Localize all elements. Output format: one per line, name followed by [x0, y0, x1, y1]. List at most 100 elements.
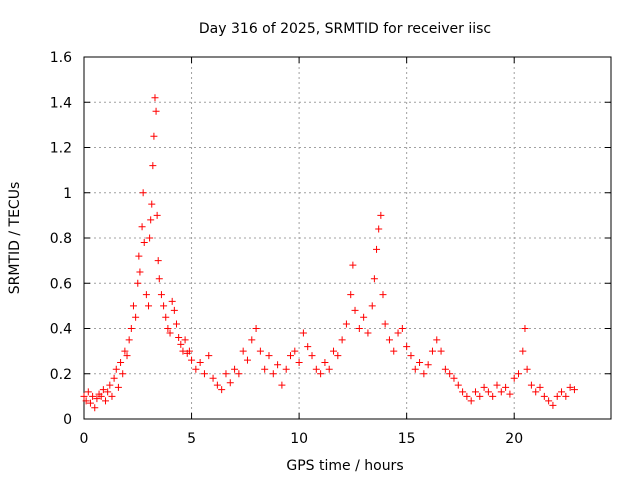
data-point — [381, 320, 389, 328]
data-point — [104, 388, 112, 396]
data-point — [134, 279, 142, 287]
data-point — [523, 365, 531, 373]
data-point — [558, 388, 566, 396]
x-tick-label: 10 — [290, 431, 308, 447]
data-point — [127, 325, 135, 332]
data-point — [274, 361, 282, 369]
data-point — [80, 392, 88, 400]
data-point — [114, 383, 122, 391]
data-point — [129, 302, 137, 310]
data-point — [463, 392, 471, 400]
data-point — [493, 381, 501, 389]
data-point — [411, 365, 419, 373]
data-point — [467, 397, 475, 405]
y-tick-label: 0.6 — [50, 276, 72, 292]
grid-lines — [84, 57, 611, 419]
data-points — [80, 94, 578, 412]
data-point — [416, 358, 424, 366]
data-point — [136, 268, 144, 276]
data-point — [540, 392, 548, 400]
data-point — [480, 383, 488, 391]
data-point — [117, 358, 125, 366]
data-point — [379, 291, 387, 299]
data-point — [166, 329, 174, 337]
data-point — [149, 162, 157, 170]
y-tick-label: 0.2 — [50, 367, 72, 383]
data-point — [286, 352, 294, 360]
data-point — [256, 347, 264, 355]
data-point — [510, 374, 518, 382]
data-point — [312, 365, 320, 373]
data-point — [213, 381, 221, 389]
data-point — [154, 257, 162, 265]
data-point — [349, 261, 357, 269]
data-point — [459, 388, 467, 396]
data-point — [175, 334, 183, 342]
data-point — [527, 381, 535, 389]
data-point — [192, 365, 200, 373]
data-point — [239, 347, 247, 355]
data-point — [135, 252, 143, 260]
data-point — [549, 401, 557, 409]
data-point — [330, 347, 338, 355]
chart-title: Day 316 of 2025, SRMTID for receiver iis… — [199, 21, 491, 37]
x-axis-label: GPS time / hours — [286, 458, 403, 474]
data-point — [261, 365, 269, 373]
data-point — [150, 132, 158, 140]
data-point — [373, 245, 381, 253]
data-point — [121, 347, 129, 355]
data-point — [390, 347, 398, 355]
data-point — [385, 336, 393, 344]
data-point — [235, 370, 243, 378]
data-point — [172, 320, 180, 328]
data-point — [205, 352, 213, 360]
data-point — [424, 361, 432, 369]
data-point — [377, 211, 385, 219]
y-axis-label: SRMTID / TECUs — [7, 182, 23, 295]
data-point — [433, 336, 441, 344]
data-point — [153, 211, 161, 219]
data-point — [138, 223, 146, 231]
data-point — [334, 352, 342, 360]
data-point — [342, 320, 350, 328]
data-point — [91, 404, 99, 412]
data-point — [89, 392, 97, 400]
data-point — [338, 336, 346, 344]
data-point — [278, 381, 286, 389]
data-point — [185, 347, 193, 355]
data-point — [99, 386, 107, 394]
data-point — [82, 397, 90, 405]
data-point — [200, 370, 208, 378]
data-point — [398, 325, 406, 332]
data-point — [162, 313, 170, 321]
y-tick-label: 1 — [63, 186, 72, 202]
data-point — [368, 302, 376, 310]
data-point — [506, 390, 514, 398]
data-point — [282, 365, 290, 373]
data-point — [519, 347, 527, 355]
data-point — [446, 370, 454, 378]
data-point — [123, 352, 131, 360]
data-point — [222, 370, 230, 378]
y-tick-label: 1.2 — [50, 141, 72, 157]
data-point — [168, 297, 176, 305]
data-point — [347, 291, 355, 299]
data-point — [145, 302, 153, 310]
data-point — [188, 356, 196, 364]
plot-frame — [83, 56, 612, 420]
data-point — [437, 347, 445, 355]
x-tick-label: 20 — [505, 431, 523, 447]
data-point — [325, 365, 333, 373]
data-point — [355, 325, 363, 332]
data-point — [570, 386, 578, 394]
data-point — [403, 343, 411, 351]
data-point — [515, 370, 523, 378]
data-point — [125, 336, 133, 344]
y-tick-label: 0 — [63, 412, 72, 428]
data-point — [304, 343, 312, 351]
data-point — [218, 386, 226, 394]
data-point — [370, 275, 378, 283]
data-point — [450, 374, 458, 382]
data-point — [146, 234, 154, 242]
